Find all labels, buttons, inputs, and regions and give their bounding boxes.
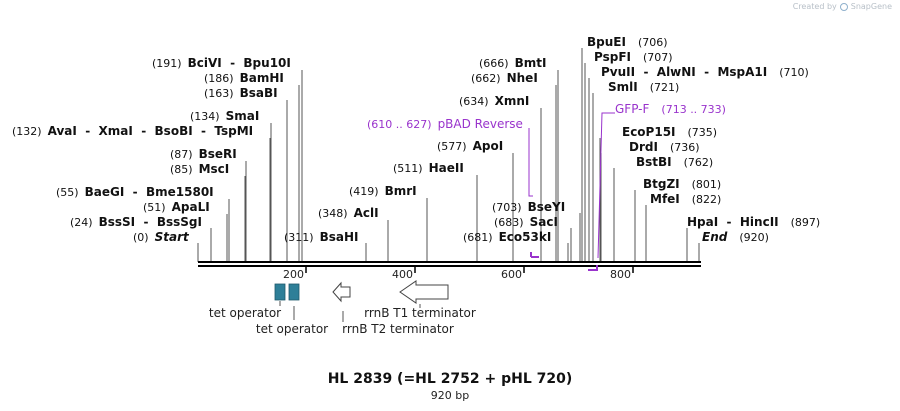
tet-operator-2-label: tet operator xyxy=(256,322,328,336)
site-end-label[interactable]: End (920) xyxy=(702,230,769,244)
tet-operator-box-2[interactable] xyxy=(288,283,300,301)
rrnb-t1-terminator-arrow[interactable] xyxy=(399,280,449,304)
site-hpai-label[interactable]: HpaI - HincII (897) xyxy=(687,215,820,229)
site-bseyi-label[interactable]: (703) BseYI xyxy=(492,200,565,214)
site-nhei-label[interactable]: (662) NheI xyxy=(471,71,538,85)
site-bmti-label[interactable]: (666) BmtI xyxy=(479,56,546,70)
tet-operator-1-label: tet operator xyxy=(209,306,281,320)
site-drdi-label[interactable]: DrdI (736) xyxy=(629,140,700,154)
site-acli-label[interactable]: (348) AclI xyxy=(318,206,379,220)
site-saci-label[interactable]: (683) SacI xyxy=(494,215,558,229)
site-pvuii-label[interactable]: PvuII - AlwNI - MspA1I (710) xyxy=(601,65,809,79)
credit-prefix: Created by xyxy=(792,2,837,11)
site-smli-label[interactable]: SmlI (721) xyxy=(608,80,679,94)
primer-gfp-f[interactable]: GFP-F (713 .. 733) xyxy=(588,102,726,271)
site-bamhi-label[interactable]: (186) BamHI xyxy=(204,71,284,85)
rrnb-t2-terminator-arrow[interactable] xyxy=(332,281,351,303)
site-bcivi-label[interactable]: (191) BciVI - Bpu10I xyxy=(152,56,291,70)
site-leader-lines xyxy=(197,48,700,262)
ruler-label-200: 200 xyxy=(283,268,304,281)
site-eco53ki-label[interactable]: (681) Eco53kI xyxy=(463,230,551,244)
site-apoi-label[interactable]: (577) ApoI xyxy=(437,139,503,153)
site-bsabi-label[interactable]: (163) BsaBI xyxy=(204,86,278,100)
site-smai-label[interactable]: (134) SmaI xyxy=(190,109,259,123)
site-haeii-label[interactable]: (511) HaeII xyxy=(393,161,464,175)
site-baegi-label[interactable]: (55) BaeGI - Bme1580I xyxy=(56,185,214,199)
site-pspfi-label[interactable]: PspFI (707) xyxy=(594,50,673,64)
site-start-label[interactable]: (0) Start xyxy=(133,230,190,244)
rrnb-t1-terminator-label: rrnB T1 terminator xyxy=(364,306,476,320)
site-bsahi-label[interactable]: (311) BsaHI xyxy=(284,230,359,244)
ruler-label-400: 400 xyxy=(392,268,413,281)
site-bsssi-label[interactable]: (24) BssSI - BssSgI xyxy=(70,215,202,229)
site-bpuei-label[interactable]: BpuEI (706) xyxy=(587,35,668,49)
snapgene-logo-icon xyxy=(839,2,848,11)
site-mfei-label[interactable]: MfeI (822) xyxy=(650,192,721,206)
map-length: 920 bp xyxy=(430,389,470,402)
site-msci-label[interactable]: (85) MscI xyxy=(170,162,229,176)
site-apali-label[interactable]: (51) ApaLI xyxy=(143,200,210,214)
credit-brand: SnapGene xyxy=(850,2,892,11)
site-btgzi-label[interactable]: BtgZI (801) xyxy=(643,177,721,191)
site-ecop15i-label[interactable]: EcoP15I (735) xyxy=(622,125,717,139)
primer-pbad-reverse[interactable]: (610 .. 627) pBAD Reverse xyxy=(367,117,539,258)
primer-gfp-f-label: GFP-F (713 .. 733) xyxy=(615,102,726,116)
map-title: HL 2839 (=HL 2752 + pHL 720) xyxy=(327,371,573,387)
rrnb-t2-terminator-label: rrnB T2 terminator xyxy=(342,322,454,336)
site-bseri-label[interactable]: (87) BseRI xyxy=(170,147,237,161)
site-xmni-label[interactable]: (634) XmnI xyxy=(459,94,529,108)
primer-pbad-reverse-label: (610 .. 627) pBAD Reverse xyxy=(367,117,523,131)
ruler-label-800: 800 xyxy=(610,268,631,281)
site-bmri-label[interactable]: (419) BmrI xyxy=(349,184,417,198)
snapgene-credit: Created by SnapGene xyxy=(793,2,892,11)
tet-operator-box-1[interactable] xyxy=(274,283,286,301)
site-avai-label[interactable]: (132) AvaI - XmaI - BsoBI - TspMI xyxy=(12,124,253,138)
site-bstbi-label[interactable]: BstBI (762) xyxy=(636,155,713,169)
ruler-label-600: 600 xyxy=(501,268,522,281)
